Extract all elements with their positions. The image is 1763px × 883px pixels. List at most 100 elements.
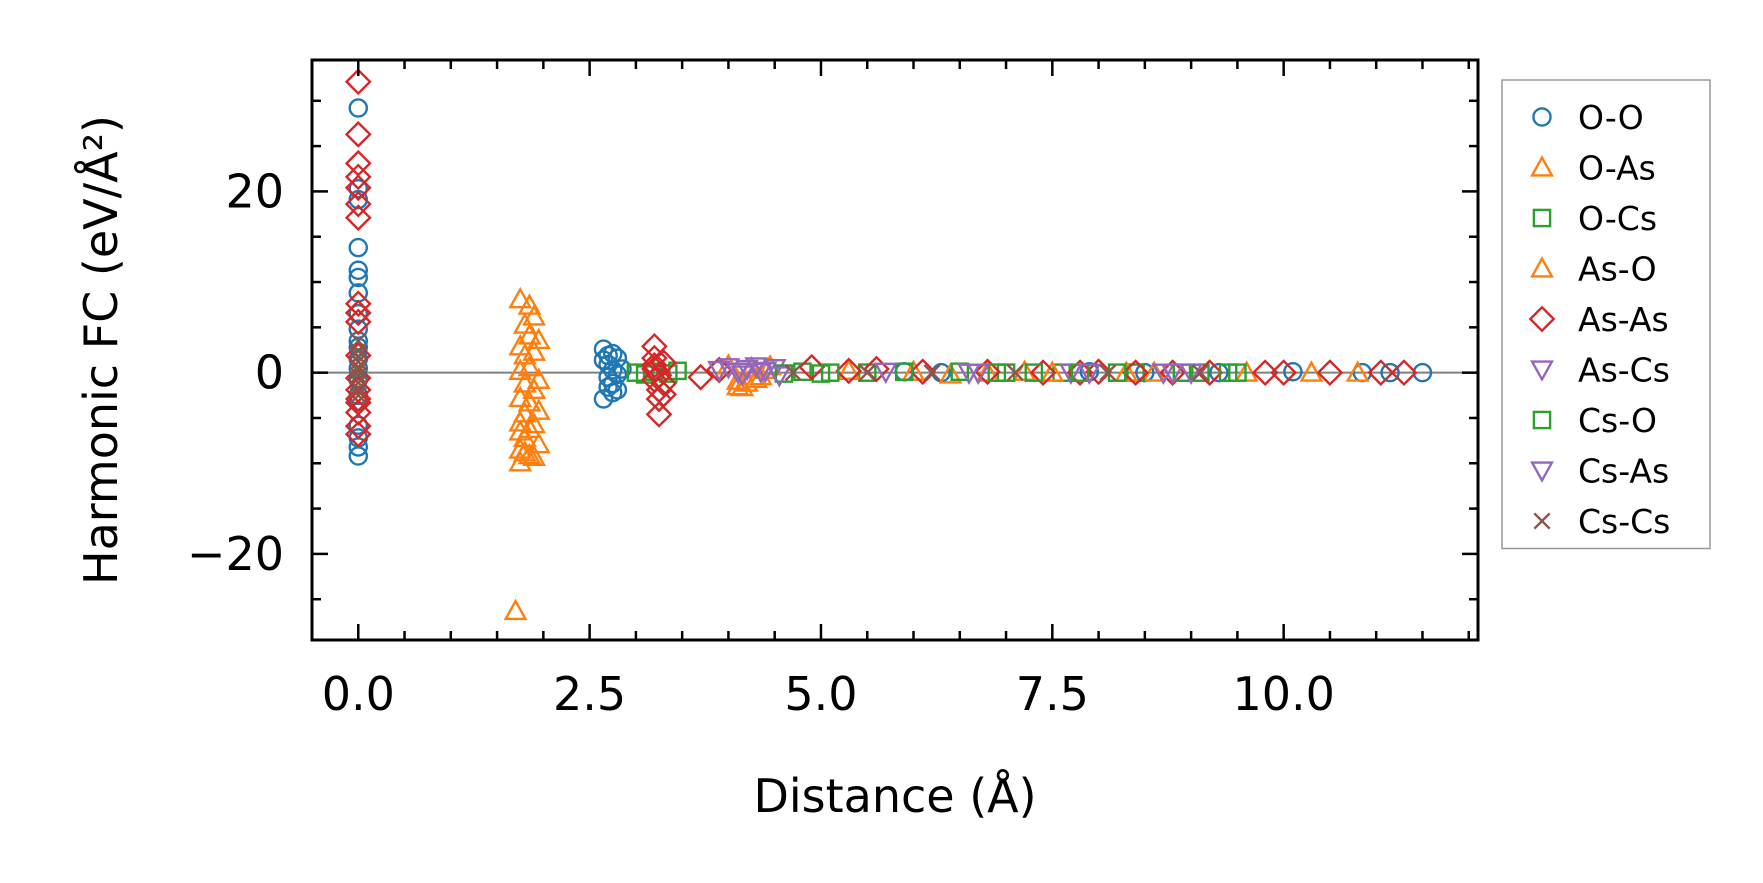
data-point <box>1077 363 1102 386</box>
data-point <box>603 360 623 380</box>
data-point <box>645 400 673 428</box>
data-point <box>1270 359 1298 387</box>
data-point <box>640 352 668 379</box>
data-point <box>1316 359 1344 387</box>
data-point <box>344 204 372 232</box>
data-point <box>344 190 372 218</box>
data-point <box>607 380 628 400</box>
data-point <box>650 349 678 377</box>
data-point <box>748 362 773 385</box>
series-cs-as <box>730 362 1204 388</box>
data-point <box>987 363 1007 382</box>
data-point <box>349 374 367 392</box>
legend-label: As-Cs <box>1578 351 1670 390</box>
data-point <box>938 362 963 384</box>
data-point <box>508 419 533 441</box>
series-cs-cs <box>349 332 1209 404</box>
data-point <box>767 366 792 388</box>
data-point <box>517 442 542 465</box>
data-point <box>508 286 533 309</box>
x-axis-label: Distance (Å) <box>753 769 1036 823</box>
data-point <box>1367 359 1395 387</box>
data-point <box>517 323 542 345</box>
data-point <box>344 68 372 96</box>
x-tick-label: 7.5 <box>1016 667 1089 721</box>
data-point <box>1024 363 1044 382</box>
data-point <box>894 362 914 382</box>
data-point <box>344 163 372 191</box>
data-point <box>1006 364 1024 382</box>
data-point <box>1218 363 1238 382</box>
data-point <box>612 359 632 379</box>
data-point <box>517 390 542 412</box>
data-point <box>1380 362 1400 383</box>
data-point <box>863 355 890 383</box>
legend-label: Cs-As <box>1578 452 1669 491</box>
data-point <box>1345 360 1370 382</box>
legend-marker <box>1532 107 1552 127</box>
legend-marker <box>1532 208 1552 228</box>
x-tick-label: 0.0 <box>322 667 395 721</box>
data-point <box>607 364 628 385</box>
data-point <box>508 437 533 459</box>
data-point <box>730 365 755 387</box>
y-tick-label: −20 <box>187 527 284 581</box>
legend-marker <box>1530 461 1554 483</box>
data-point <box>517 354 542 377</box>
data-markers <box>344 68 1433 621</box>
data-point <box>966 363 991 386</box>
data-point <box>526 367 551 390</box>
data-point <box>349 358 367 376</box>
data-point <box>522 304 547 326</box>
legend-marker <box>1528 305 1556 333</box>
data-point <box>923 364 941 382</box>
data-point <box>348 304 369 324</box>
data-point <box>348 267 369 288</box>
data-point <box>798 353 826 381</box>
legend-label: O-As <box>1578 149 1656 188</box>
data-point <box>512 401 537 423</box>
x-tick-label: 2.5 <box>553 667 626 721</box>
data-point <box>1040 360 1065 382</box>
y-tick-label: 20 <box>225 164 284 218</box>
data-point <box>1122 359 1150 387</box>
x-tick-label: 5.0 <box>784 667 857 721</box>
legend-label: Cs-O <box>1578 401 1657 440</box>
data-point <box>344 420 372 448</box>
legend: O-O O-As O-Cs As-O As-As As-Cs Cs-O Cs-As Cs-Cs <box>1501 79 1711 550</box>
data-point <box>1029 359 1057 387</box>
legend-marker <box>1532 410 1552 430</box>
data-point <box>1251 359 1279 387</box>
legend-label: O-Cs <box>1578 199 1657 238</box>
data-point <box>1196 359 1224 387</box>
data-point <box>349 386 367 404</box>
data-point <box>650 370 678 397</box>
data-point <box>344 412 372 440</box>
data-point <box>909 358 937 386</box>
series-o-as <box>503 286 1370 621</box>
data-point <box>1412 362 1433 383</box>
data-point <box>820 363 840 382</box>
data-point <box>835 357 863 385</box>
data-point <box>836 358 861 380</box>
data-point <box>348 415 369 435</box>
data-point <box>784 364 802 382</box>
y-tick-label: 0 <box>255 346 284 400</box>
data-point <box>503 598 528 621</box>
data-point <box>522 411 547 434</box>
tick-labels: 0.0 2.5 5.0 7.5 10.0 −20 0 20 <box>187 164 1335 721</box>
data-point <box>344 385 372 413</box>
data-point <box>668 361 687 381</box>
data-point <box>598 377 618 397</box>
data-point <box>526 327 551 350</box>
data-point <box>526 431 551 454</box>
legend-marker <box>1530 256 1554 278</box>
data-point <box>873 362 898 385</box>
data-point <box>344 174 372 202</box>
data-point <box>348 178 369 199</box>
data-point <box>1179 363 1204 386</box>
data-point <box>349 380 367 398</box>
data-point <box>344 299 372 327</box>
